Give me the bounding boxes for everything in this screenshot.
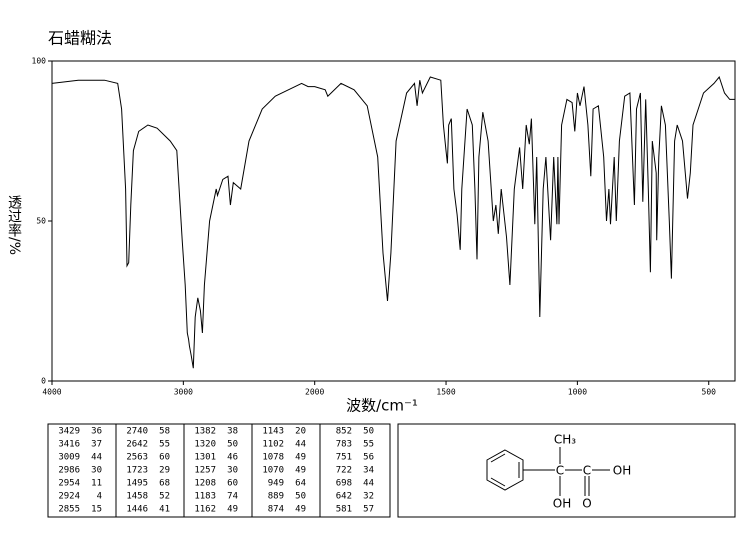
peak-transmittance: 50 <box>227 440 238 450</box>
peak-transmittance: 46 <box>227 453 238 463</box>
peak-wavenumber: 1183 <box>194 492 216 502</box>
peak-wavenumber: 1143 <box>262 427 284 437</box>
peak-wavenumber: 949 <box>268 479 284 489</box>
peak-wavenumber: 1446 <box>126 505 148 515</box>
peak-wavenumber: 1495 <box>126 479 148 489</box>
peak-transmittance: 68 <box>159 479 170 489</box>
peak-transmittance: 44 <box>295 440 306 450</box>
peak-wavenumber: 1162 <box>194 505 216 515</box>
peak-transmittance: 74 <box>227 492 238 502</box>
chart-title: 石蜡糊法 <box>48 29 112 48</box>
peak-transmittance: 60 <box>227 479 238 489</box>
peak-transmittance: 38 <box>227 427 238 437</box>
x-tick-label: 1500 <box>436 388 455 397</box>
y-tick-label: 0 <box>41 377 46 386</box>
peak-wavenumber: 1301 <box>194 453 216 463</box>
atom-label: O <box>582 497 591 511</box>
peak-transmittance: 44 <box>363 479 374 489</box>
peak-wavenumber: 2855 <box>58 505 80 515</box>
x-tick-label: 4000 <box>42 388 61 397</box>
peak-transmittance: 30 <box>91 466 102 476</box>
peak-transmittance: 58 <box>159 427 170 437</box>
peak-transmittance: 30 <box>227 466 238 476</box>
peak-wavenumber: 3429 <box>58 427 80 437</box>
x-axis-label: 波数/cm⁻¹ <box>346 397 418 415</box>
peak-wavenumber: 581 <box>336 505 352 515</box>
peak-wavenumber: 2954 <box>58 479 80 489</box>
peak-transmittance: 32 <box>363 492 374 502</box>
peak-wavenumber: 1723 <box>126 466 148 476</box>
double-bond <box>490 453 506 463</box>
peak-transmittance: 52 <box>159 492 170 502</box>
atom-label: CH₃ <box>554 433 576 447</box>
peak-wavenumber: 1458 <box>126 492 148 502</box>
peak-wavenumber: 642 <box>336 492 352 502</box>
peak-wavenumber: 2642 <box>126 440 148 450</box>
peak-transmittance: 50 <box>295 492 306 502</box>
peak-wavenumber: 751 <box>336 453 352 463</box>
peak-wavenumber: 698 <box>336 479 352 489</box>
peak-transmittance: 4 <box>97 492 102 502</box>
atom-label: OH <box>613 464 631 478</box>
x-tick-label: 1000 <box>568 388 587 397</box>
peak-wavenumber: 2924 <box>58 492 80 502</box>
structure-frame <box>397 423 736 518</box>
peak-wavenumber: 3416 <box>58 440 80 450</box>
peak-wavenumber: 1078 <box>262 453 284 463</box>
peak-wavenumber: 1320 <box>194 440 216 450</box>
peak-transmittance: 44 <box>91 453 102 463</box>
peak-wavenumber: 722 <box>336 466 352 476</box>
peak-transmittance: 64 <box>295 479 306 489</box>
peak-transmittance: 34 <box>363 466 374 476</box>
peak-transmittance: 20 <box>295 427 306 437</box>
y-tick-label: 50 <box>36 217 46 226</box>
peak-wavenumber: 783 <box>336 440 352 450</box>
x-tick-label: 2000 <box>305 388 324 397</box>
peak-wavenumber: 1257 <box>194 466 216 476</box>
x-tick-label: 3000 <box>174 388 193 397</box>
peak-wavenumber: 852 <box>336 427 352 437</box>
y-tick-label: 100 <box>32 57 47 66</box>
peak-transmittance: 55 <box>363 440 374 450</box>
peak-transmittance: 37 <box>91 440 102 450</box>
peak-wavenumber: 1102 <box>262 440 284 450</box>
peak-transmittance: 41 <box>159 505 170 515</box>
peak-transmittance: 11 <box>91 479 102 489</box>
peak-wavenumber: 1070 <box>262 466 284 476</box>
peak-transmittance: 60 <box>159 453 170 463</box>
peak-transmittance: 15 <box>91 505 102 515</box>
peak-transmittance: 36 <box>91 427 102 437</box>
x-tick-label: 500 <box>702 388 717 397</box>
spectrum-line <box>51 75 735 369</box>
peak-transmittance: 55 <box>159 440 170 450</box>
peak-wavenumber: 889 <box>268 492 284 502</box>
y-axis-label: 透过率/% <box>6 195 22 255</box>
double-bond <box>490 477 506 487</box>
peak-wavenumber: 1382 <box>194 427 216 437</box>
atom-label: OH <box>553 497 571 511</box>
peak-transmittance: 29 <box>159 466 170 476</box>
peak-transmittance: 49 <box>295 453 306 463</box>
peak-wavenumber: 2986 <box>58 466 80 476</box>
peak-wavenumber: 3009 <box>58 453 80 463</box>
peak-transmittance: 49 <box>227 505 238 515</box>
benzene-ring <box>486 449 524 491</box>
atom-label: C <box>583 464 591 478</box>
peak-transmittance: 56 <box>363 453 374 463</box>
peak-transmittance: 49 <box>295 466 306 476</box>
atom-label: C <box>556 464 564 478</box>
peak-transmittance: 57 <box>363 505 374 515</box>
peak-wavenumber: 1208 <box>194 479 216 489</box>
peak-wavenumber: 2740 <box>126 427 148 437</box>
plot-frame <box>51 60 736 382</box>
peak-transmittance: 50 <box>363 427 374 437</box>
structure-bonds <box>486 447 610 496</box>
peak-transmittance: 49 <box>295 505 306 515</box>
peak-wavenumber: 874 <box>268 505 284 515</box>
peak-table-frame <box>47 423 391 518</box>
peak-wavenumber: 2563 <box>126 453 148 463</box>
